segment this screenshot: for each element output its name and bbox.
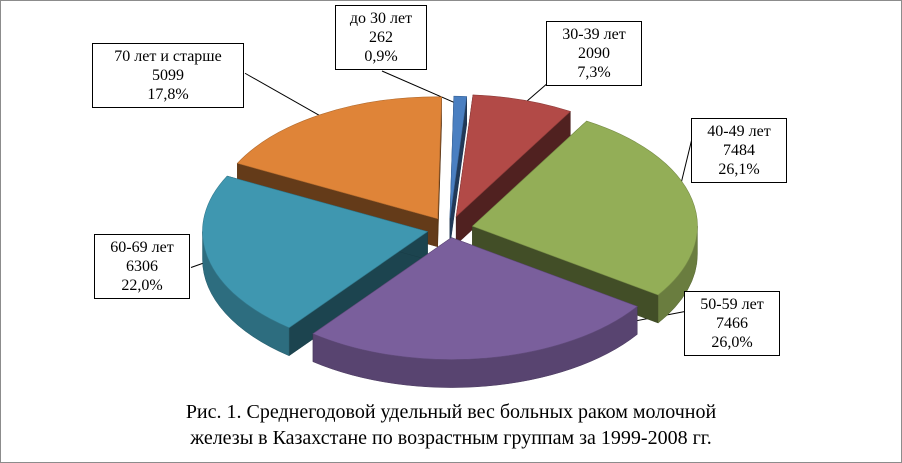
label-value: 7466	[716, 315, 748, 332]
data-label-50-59: 50-59 лет 7466 26,0%	[684, 291, 780, 356]
label-category: 60-69 лет	[110, 239, 174, 256]
label-category: 30-39 лет	[562, 26, 626, 43]
data-label-30-39: 30-39 лет 2090 7,3%	[546, 21, 642, 86]
label-percent: 17,8%	[147, 86, 189, 103]
pie-slices	[202, 94, 698, 388]
data-label-40-49: 40-49 лет 7484 26,1%	[691, 118, 787, 183]
leader-line	[244, 72, 331, 122]
data-label-70-plus: 70 лет и старше 5099 17,8%	[92, 43, 244, 108]
slice-50-59	[312, 237, 638, 388]
data-label-60-69: 60-69 лет 6306 22,0%	[94, 234, 190, 299]
caption-line-1: Рис. 1. Среднегодовой удельный вес больн…	[185, 401, 717, 423]
leader-line	[381, 70, 460, 106]
label-category: 40-49 лет	[707, 123, 771, 140]
label-category: 50-59 лет	[700, 296, 764, 313]
label-percent: 22,0%	[121, 277, 163, 294]
label-percent: 26,1%	[718, 161, 760, 178]
label-percent: 26,0%	[711, 334, 753, 351]
slice-30-39	[455, 94, 571, 246]
caption-line-2: железы в Казахстане по возрастным группа…	[190, 427, 712, 449]
slice-under-30	[449, 95, 468, 247]
figure-caption: Рис. 1. Среднегодовой удельный вес больн…	[1, 399, 901, 451]
slice-60-69	[202, 175, 429, 357]
label-percent: 0,9%	[364, 48, 398, 65]
label-value: 262	[369, 29, 393, 46]
label-value: 6306	[126, 258, 158, 275]
label-value: 5099	[152, 67, 184, 84]
label-percent: 7,3%	[577, 64, 611, 81]
label-value: 2090	[578, 45, 610, 62]
label-value: 7484	[723, 142, 755, 159]
label-category: 70 лет и старше	[114, 48, 222, 65]
label-category: до 30 лет	[349, 10, 413, 27]
data-label-under-30: до 30 лет 262 0,9%	[335, 5, 427, 70]
